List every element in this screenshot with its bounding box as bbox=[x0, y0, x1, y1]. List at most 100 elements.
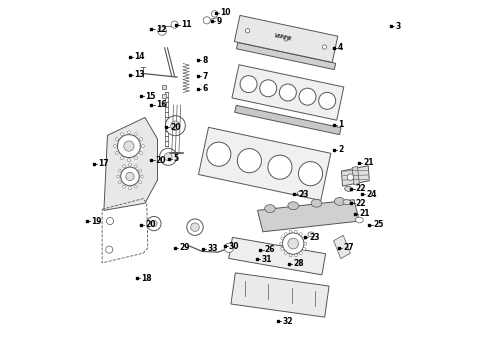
Circle shape bbox=[164, 153, 172, 161]
Text: 21: 21 bbox=[363, 158, 373, 167]
Circle shape bbox=[142, 145, 144, 148]
Circle shape bbox=[347, 174, 354, 180]
Circle shape bbox=[134, 165, 137, 168]
Circle shape bbox=[140, 175, 143, 178]
Circle shape bbox=[147, 216, 161, 231]
Circle shape bbox=[283, 233, 304, 254]
Text: 27: 27 bbox=[343, 243, 354, 252]
Circle shape bbox=[268, 155, 292, 179]
Circle shape bbox=[281, 237, 284, 240]
Polygon shape bbox=[235, 105, 341, 135]
Polygon shape bbox=[229, 237, 326, 275]
Text: 25: 25 bbox=[373, 220, 384, 229]
Circle shape bbox=[299, 233, 302, 235]
Circle shape bbox=[140, 138, 143, 140]
Circle shape bbox=[187, 219, 203, 235]
Polygon shape bbox=[232, 65, 344, 120]
Circle shape bbox=[224, 243, 234, 252]
Text: 22: 22 bbox=[356, 199, 366, 208]
Circle shape bbox=[116, 152, 118, 154]
Text: 1: 1 bbox=[338, 120, 343, 129]
Ellipse shape bbox=[288, 202, 298, 210]
Polygon shape bbox=[342, 166, 369, 186]
Circle shape bbox=[281, 247, 284, 250]
Circle shape bbox=[171, 21, 178, 28]
Polygon shape bbox=[198, 127, 331, 201]
Circle shape bbox=[280, 242, 283, 245]
Circle shape bbox=[279, 84, 296, 101]
Text: 3: 3 bbox=[395, 22, 400, 31]
Ellipse shape bbox=[344, 186, 352, 192]
Circle shape bbox=[119, 169, 121, 172]
Circle shape bbox=[191, 223, 199, 231]
Text: 30: 30 bbox=[229, 242, 240, 251]
Circle shape bbox=[240, 76, 257, 93]
Circle shape bbox=[127, 158, 130, 161]
Ellipse shape bbox=[311, 199, 322, 207]
Polygon shape bbox=[162, 85, 166, 89]
Polygon shape bbox=[231, 273, 329, 317]
Circle shape bbox=[165, 116, 185, 136]
Text: 10: 10 bbox=[220, 8, 230, 17]
Circle shape bbox=[237, 149, 262, 173]
Circle shape bbox=[134, 157, 137, 159]
Circle shape bbox=[245, 28, 250, 33]
Text: 32: 32 bbox=[283, 316, 293, 325]
Circle shape bbox=[299, 252, 302, 255]
Circle shape bbox=[299, 88, 316, 105]
Circle shape bbox=[128, 187, 131, 190]
Polygon shape bbox=[104, 117, 157, 210]
Ellipse shape bbox=[265, 204, 275, 212]
Circle shape bbox=[121, 132, 123, 135]
Text: 20: 20 bbox=[156, 156, 166, 165]
Text: 31: 31 bbox=[261, 255, 271, 264]
Circle shape bbox=[151, 220, 157, 227]
Ellipse shape bbox=[355, 217, 363, 223]
Text: 22: 22 bbox=[356, 184, 366, 193]
Circle shape bbox=[322, 45, 327, 49]
Circle shape bbox=[127, 131, 130, 134]
Ellipse shape bbox=[308, 232, 314, 237]
Polygon shape bbox=[237, 42, 336, 69]
Polygon shape bbox=[162, 94, 166, 98]
Circle shape bbox=[288, 238, 298, 249]
Circle shape bbox=[122, 185, 125, 188]
Text: VIPER: VIPER bbox=[273, 33, 292, 42]
Circle shape bbox=[171, 121, 180, 130]
Circle shape bbox=[318, 93, 336, 109]
Ellipse shape bbox=[297, 191, 304, 196]
Circle shape bbox=[211, 11, 218, 17]
Circle shape bbox=[128, 163, 131, 166]
Circle shape bbox=[303, 247, 306, 250]
Text: 23: 23 bbox=[309, 233, 320, 242]
Circle shape bbox=[139, 169, 142, 172]
Polygon shape bbox=[162, 102, 166, 106]
Text: 18: 18 bbox=[142, 274, 152, 283]
Circle shape bbox=[158, 27, 167, 35]
Circle shape bbox=[294, 230, 297, 233]
Text: 19: 19 bbox=[92, 217, 102, 226]
Circle shape bbox=[207, 142, 231, 166]
Polygon shape bbox=[334, 235, 350, 258]
Circle shape bbox=[303, 237, 306, 240]
Text: 6: 6 bbox=[202, 84, 207, 93]
Circle shape bbox=[140, 152, 143, 154]
Polygon shape bbox=[234, 15, 338, 62]
Text: 24: 24 bbox=[367, 190, 377, 199]
Ellipse shape bbox=[343, 200, 351, 205]
Circle shape bbox=[284, 37, 288, 41]
Text: 28: 28 bbox=[293, 260, 304, 269]
Circle shape bbox=[116, 138, 118, 140]
Text: 12: 12 bbox=[156, 25, 166, 34]
Circle shape bbox=[126, 172, 134, 181]
Circle shape bbox=[122, 165, 125, 168]
Text: 17: 17 bbox=[98, 159, 109, 168]
Circle shape bbox=[294, 254, 297, 257]
Circle shape bbox=[117, 175, 120, 178]
Text: 9: 9 bbox=[217, 17, 221, 26]
Text: 5: 5 bbox=[173, 154, 179, 163]
Text: 20: 20 bbox=[145, 220, 155, 229]
Circle shape bbox=[134, 132, 137, 135]
Circle shape bbox=[106, 246, 113, 253]
Text: 7: 7 bbox=[202, 72, 207, 81]
